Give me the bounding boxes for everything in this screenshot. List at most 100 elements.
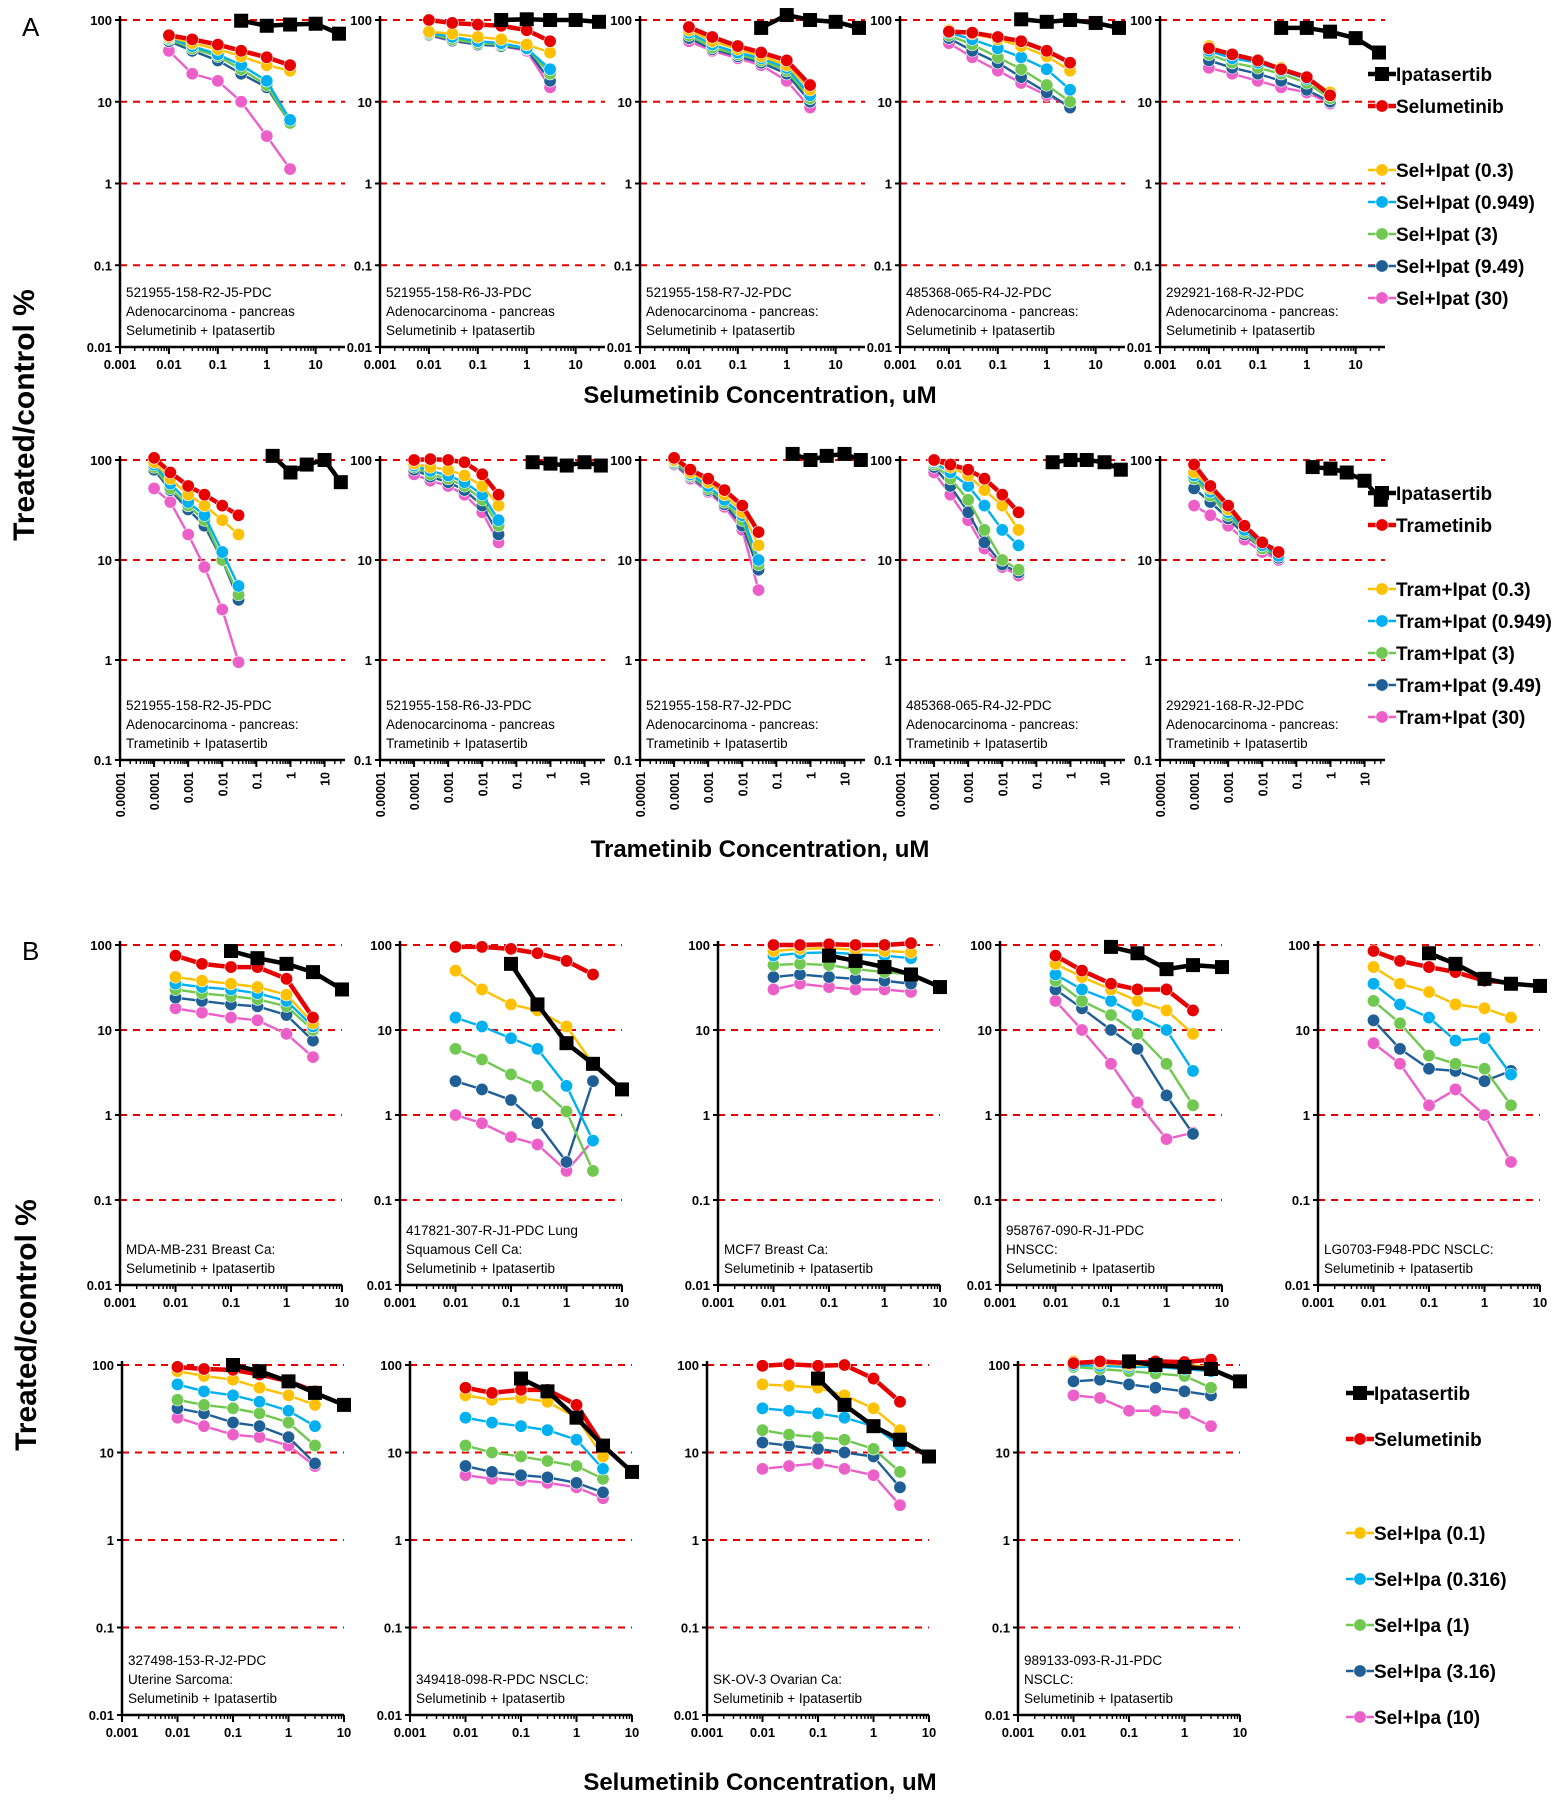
annotation-text: Trametinib + Ipatasertib	[1166, 736, 1308, 751]
annotation-text: Selumetinib + Ipatasertib	[1024, 1691, 1173, 1706]
data-point-c5	[224, 1011, 238, 1025]
y-tick-label: 0.01	[985, 1708, 1010, 1723]
data-point-c5	[1049, 994, 1063, 1008]
data-point-c1	[308, 1398, 322, 1412]
data-point-ipat	[625, 1464, 639, 1479]
data-point-ipat	[1079, 453, 1094, 467]
data-point-c5	[181, 527, 195, 541]
data-point-mek	[927, 453, 941, 467]
annotation-text: 521955-158-R6-J3-PDC	[386, 698, 532, 713]
x-tick-label: 0.00001	[114, 772, 128, 817]
data-point-c2	[752, 553, 766, 567]
data-point-mek	[904, 936, 918, 950]
data-point-mek	[893, 1395, 907, 1409]
legend-label: Sel+Ipa (10)	[1374, 1708, 1480, 1729]
data-point-mek	[717, 483, 731, 497]
x-tick-label: 1	[1064, 772, 1078, 779]
data-point-c3	[1186, 1098, 1200, 1112]
data-point-c2	[1160, 1023, 1174, 1037]
y-tick-label: 0.01	[89, 1708, 114, 1723]
data-point-mek	[195, 957, 209, 971]
data-point-c3	[961, 493, 975, 507]
data-point-c4	[586, 1074, 600, 1088]
data-point-mek	[877, 938, 891, 952]
subplot: 0.01 0.1 1 10 100 0.001 0.01 0.1 1 10 521955-158-R…	[87, 13, 346, 372]
data-point-mek	[766, 938, 780, 952]
data-point-c2	[1393, 997, 1407, 1011]
data-point-c2	[260, 74, 274, 88]
data-point-ipat	[1348, 31, 1363, 46]
data-point-mek	[458, 1381, 472, 1395]
data-point-c4	[1478, 1074, 1492, 1088]
legend-label: Tram+Ipat (3)	[1396, 644, 1515, 665]
x-tick-label: 10	[615, 1295, 629, 1310]
annotation-text: MCF7 Breast Ca:	[724, 1242, 828, 1257]
data-point-ipat	[559, 458, 574, 473]
data-point-c2	[1014, 50, 1028, 64]
legend-label: Sel+Ipat (30)	[1396, 289, 1508, 310]
data-point-mek	[445, 16, 459, 30]
x-axis-title: Selumetinib Concentration, uM	[583, 1769, 936, 1796]
y-tick-label: 100	[92, 1358, 114, 1373]
data-point-mek	[471, 18, 485, 32]
y-tick-label: 10	[978, 1023, 992, 1038]
legend-marker	[1375, 486, 1389, 500]
data-point-mek	[1300, 70, 1314, 84]
data-point-mek	[423, 452, 437, 466]
annotation-text: 521955-158-R2-J5-PDC	[126, 285, 272, 300]
data-point-ipat	[851, 20, 866, 35]
data-point-c1	[448, 964, 462, 978]
data-point-c1	[866, 1401, 880, 1415]
data-point-c3	[514, 1450, 528, 1464]
subplot: 0.01 0.1 1 10 100 0.001 0.01 0.1 1 10 MCF7 Breast …	[685, 936, 947, 1310]
data-point-c5	[215, 602, 229, 616]
data-point-c5	[837, 1462, 851, 1476]
annotation-text: Selumetinib + Ipatasertib	[386, 323, 535, 338]
data-point-c3	[1422, 1049, 1436, 1063]
annotation-text: Selumetinib + Ipatasertib	[906, 323, 1055, 338]
data-point-ipat	[754, 20, 769, 35]
data-point-c5	[283, 162, 297, 176]
data-point-ipat	[892, 1432, 907, 1447]
x-tick-label: 0.01	[1043, 1295, 1068, 1310]
data-point-mek	[822, 937, 836, 951]
data-point-mek	[1130, 982, 1144, 996]
data-point-c1	[755, 1377, 769, 1391]
data-point-c1	[1012, 523, 1026, 537]
y-tick-label: 0.1	[94, 753, 112, 768]
y-tick-label: 100	[350, 453, 372, 468]
data-point-c5	[163, 495, 177, 509]
data-point-c1	[197, 499, 211, 513]
y-tick-label: 0.1	[692, 1193, 710, 1208]
data-point-c3	[458, 1439, 472, 1453]
y-tick-label: 100	[350, 13, 372, 28]
data-point-ipat	[828, 14, 843, 29]
data-point-c3	[475, 1052, 489, 1066]
legend-label: Trametinib	[1396, 516, 1492, 537]
x-tick-label: 0.1	[250, 772, 264, 789]
data-point-c4	[252, 1419, 266, 1433]
data-point-c2	[530, 1042, 544, 1056]
data-point-c1	[559, 1019, 573, 1033]
data-point-ipat	[837, 446, 852, 461]
data-point-c5	[1122, 1404, 1136, 1418]
data-point-ipat	[1233, 1374, 1247, 1389]
data-point-mek	[475, 467, 489, 481]
subplot: 0.01 0.1 1 10 100 0.001 0.01 0.1 1 10 417821-307-R…	[367, 938, 630, 1310]
legend: Ipatasertib Selumetinib Sel+Ipat (0.3) Sel+…	[1368, 65, 1535, 310]
data-point-ipat	[281, 1374, 296, 1389]
data-point-c5	[1075, 1023, 1089, 1037]
data-point-c4	[1104, 1023, 1118, 1037]
data-point-ipat	[252, 1364, 267, 1379]
x-tick-label: 0.01	[416, 357, 441, 372]
y-tick-label: 1	[1145, 653, 1152, 668]
data-point-mek	[211, 38, 225, 52]
x-tick-label: 0.01	[936, 357, 961, 372]
data-point-c2	[171, 1377, 185, 1391]
x-tick-label: 10	[625, 1725, 639, 1740]
data-point-mek	[965, 26, 979, 40]
data-point-mek	[181, 479, 195, 493]
data-point-c4	[766, 970, 780, 984]
y-tick-label: 0.1	[1134, 258, 1152, 273]
legend-marker	[1375, 710, 1389, 724]
